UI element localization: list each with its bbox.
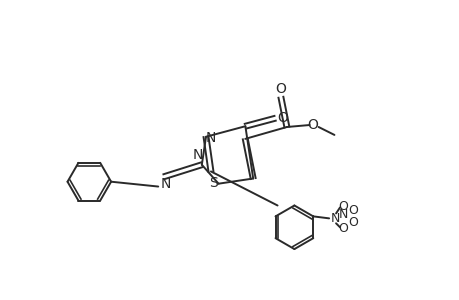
Text: O: O [277,111,288,125]
Text: O: O [337,222,347,235]
Text: O: O [347,216,357,229]
Text: N: N [205,131,216,145]
Text: N: N [337,208,347,221]
Text: O: O [347,204,357,217]
Text: S: S [209,176,218,190]
Text: N: N [192,148,203,162]
Text: O: O [337,200,347,213]
Text: N: N [330,212,340,225]
Text: O: O [275,82,286,96]
Text: N: N [161,177,171,190]
Text: O: O [307,118,317,132]
